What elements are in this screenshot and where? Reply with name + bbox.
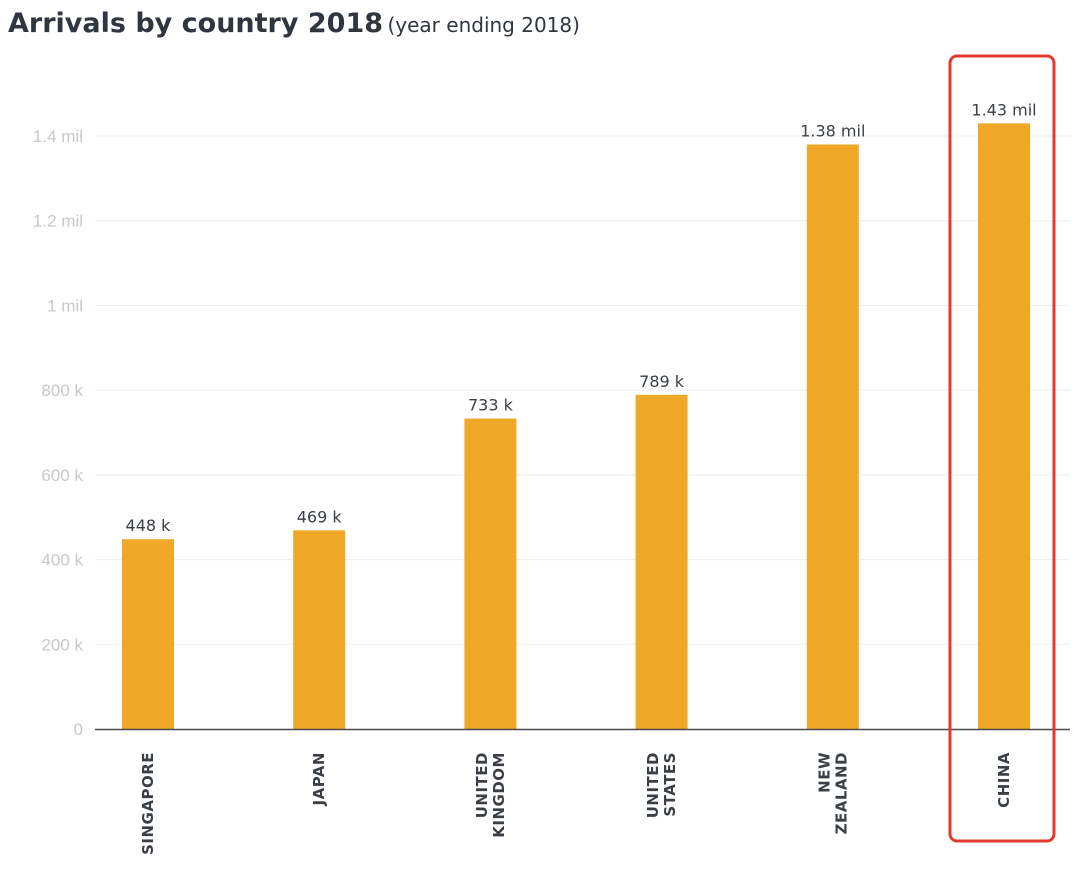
- y-tick-label: 1.2 mil: [33, 212, 83, 231]
- category-label: KINGDOM: [490, 752, 508, 838]
- bar: [635, 394, 688, 729]
- highlight-box: [948, 54, 1056, 843]
- category-label: JAPAN: [310, 752, 328, 806]
- bar: [293, 530, 346, 729]
- category-label: SINGAPORE: [139, 752, 157, 855]
- category-label: UNITED: [644, 752, 662, 818]
- y-tick-label: 400 k: [41, 551, 83, 570]
- y-tick-label: 200 k: [41, 635, 83, 654]
- chart-subtitle: (year ending 2018): [387, 13, 580, 37]
- data-label: 1.43 mil: [971, 100, 1036, 119]
- chart-title-main: Arrivals by country 2018: [8, 8, 384, 39]
- data-labels: 448 k 469 k 733 k 789 k 1.38 mil 1.43 mil: [126, 100, 1037, 535]
- data-label: 733 k: [468, 396, 514, 415]
- category-label: NEW: [815, 752, 833, 793]
- data-label: 448 k: [126, 516, 172, 535]
- y-tick-label: 800 k: [41, 381, 83, 400]
- y-tick-label: 1 mil: [47, 296, 83, 315]
- bars: [122, 123, 1030, 730]
- y-tick-label: 0: [74, 720, 83, 739]
- category-label: UNITED: [473, 752, 491, 818]
- bar: [122, 539, 174, 729]
- category-label: ZEALAND: [832, 752, 850, 834]
- y-tick-label: 600 k: [41, 466, 83, 485]
- category-label: STATES: [661, 752, 679, 817]
- x-axis-category-labels: SINGAPORE JAPAN UNITED KINGDOM UNITED STATES N…: [139, 752, 1013, 855]
- y-tick-label: 1.4 mil: [33, 127, 83, 146]
- bar: [978, 123, 1030, 730]
- gridlines: [95, 135, 1070, 645]
- y-axis-tick-labels: 0 200 k 400 k 600 k 800 k 1 mil 1.2 mil 1.4 mil: [33, 127, 84, 739]
- chart-title: Arrivals by country 2018 (year ending 20…: [8, 4, 580, 48]
- data-label: 469 k: [297, 507, 343, 526]
- bar: [806, 144, 859, 729]
- data-label: 1.38 mil: [800, 121, 865, 140]
- data-label: 789 k: [639, 372, 685, 391]
- bar: [464, 418, 517, 729]
- category-label: CHINA: [995, 752, 1013, 808]
